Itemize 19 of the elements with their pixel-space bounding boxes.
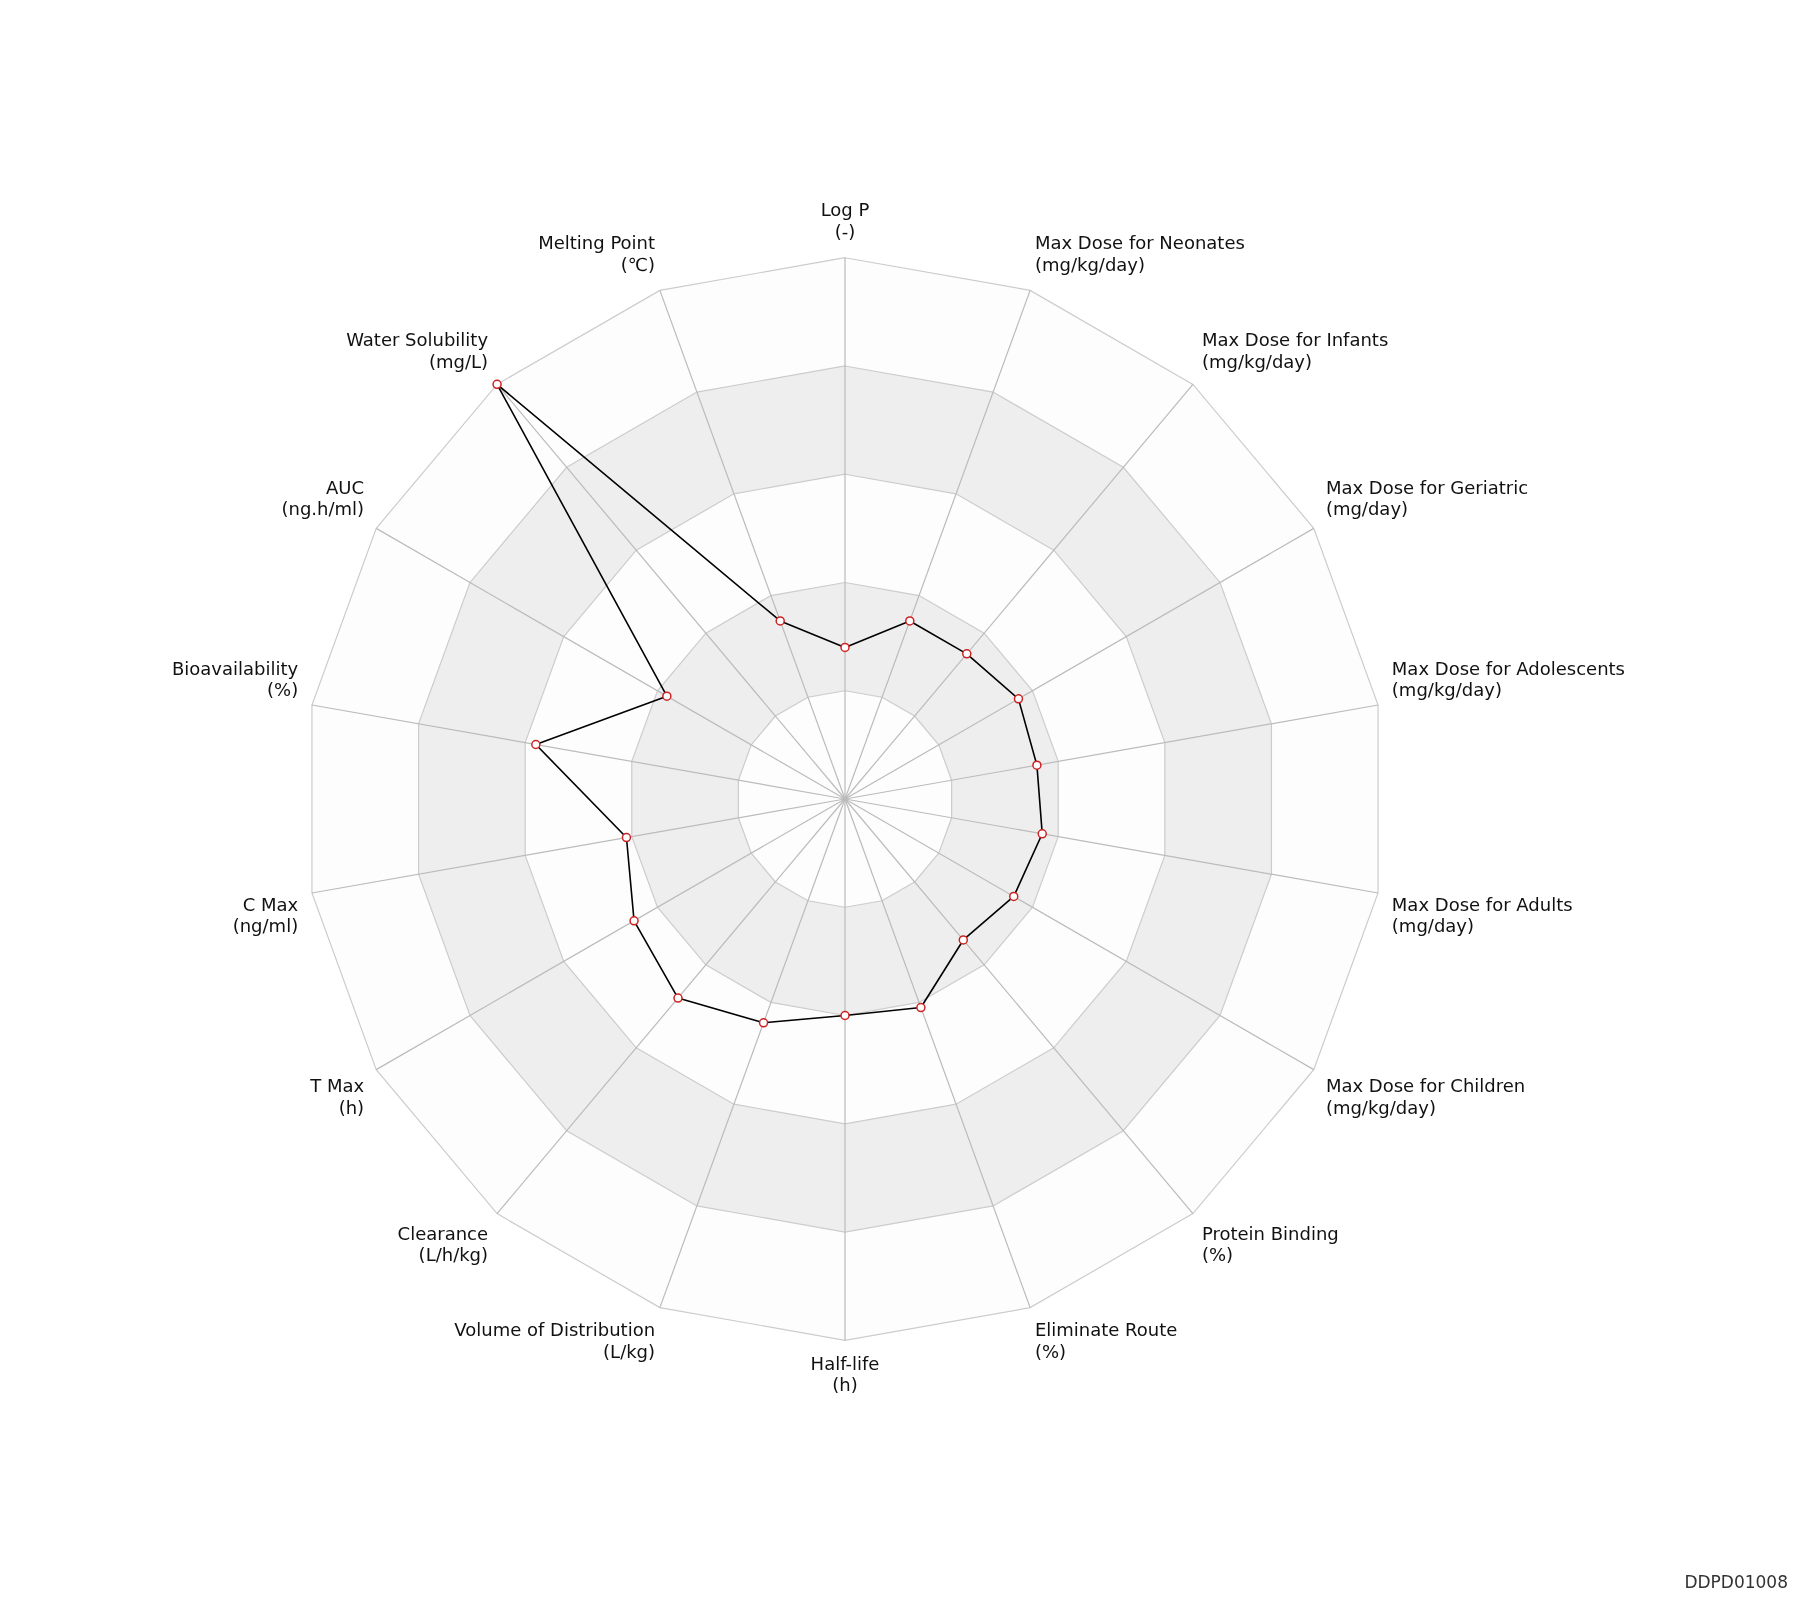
spoke-label: Eliminate Route (%) [1034,1319,1178,1362]
spoke-label: Max Dose for Infants (mg/kg/day) [1201,328,1389,372]
spoke-label: Max Dose for Adolescents (mg/kg/day) [1391,657,1625,701]
spoke-label: Volume of Distribution (L/kg) [454,1319,656,1362]
spoke-label: Water Solubility (mg/L) [346,328,489,372]
spoke-label: Max Dose for Geriatric (mg/day) [1325,476,1529,520]
text: DDPD01008 [1684,1572,1788,1592]
spoke-label: AUC (ng.h/ml) [281,476,365,520]
spoke-label: Max Dose for Adults (mg/day) [1391,893,1573,937]
spoke-label: Log P (-) [820,198,870,242]
spoke-label: Clearance (L/h/kg) [397,1222,489,1266]
spoke-label: Max Dose for Neonates (mg/kg/day) [1034,232,1245,276]
spoke-label: Bioavailability (%) [171,657,299,701]
spoke-label: Half-life (h) [810,1352,880,1396]
spoke-label: Melting Point (℃) [538,232,656,276]
spoke-label: T Max (h) [309,1075,365,1118]
spoke-label: C Max (ng/ml) [232,893,299,937]
spoke-label: Protein Binding (%) [1201,1222,1339,1266]
spoke-label: Max Dose for Children (mg/kg/day) [1325,1075,1526,1118]
